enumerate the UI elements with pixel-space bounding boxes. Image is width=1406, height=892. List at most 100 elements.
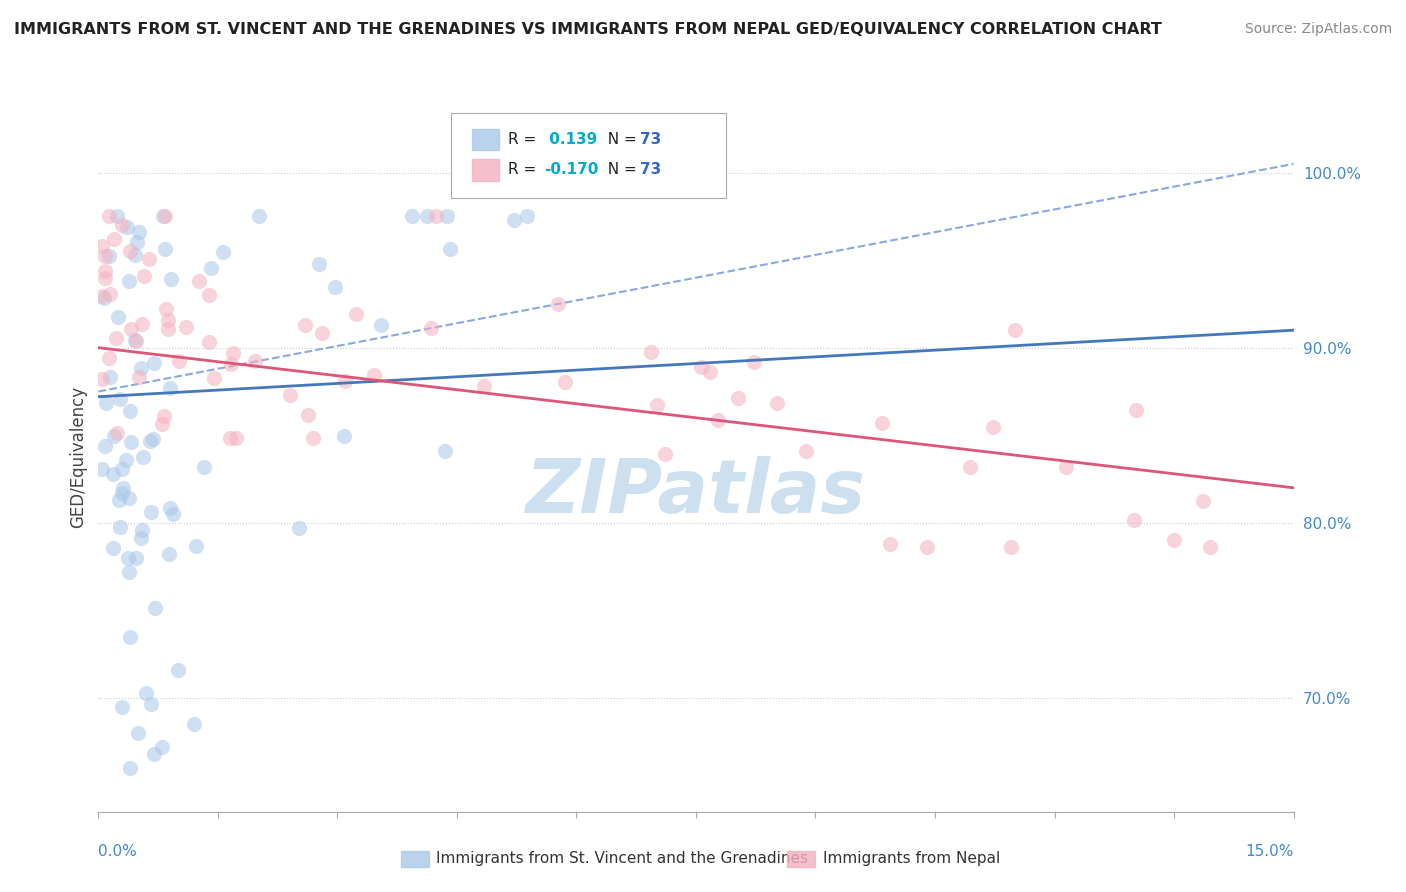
Point xyxy=(129,531,152,545)
Text: N =: N = xyxy=(598,132,641,147)
Point xyxy=(105,425,128,440)
Point xyxy=(128,370,150,384)
Point xyxy=(94,395,117,409)
Point xyxy=(125,551,148,566)
Point xyxy=(155,301,177,316)
Point xyxy=(118,274,141,288)
Point xyxy=(160,271,183,285)
Point xyxy=(1192,494,1215,508)
Point xyxy=(112,481,135,495)
Text: 15.0%: 15.0% xyxy=(1246,844,1294,859)
Y-axis label: GED/Equivalency: GED/Equivalency xyxy=(69,386,87,528)
Point xyxy=(120,404,142,418)
Text: -0.170: -0.170 xyxy=(544,162,599,178)
Text: Source: ZipAtlas.com: Source: ZipAtlas.com xyxy=(1244,22,1392,37)
Point xyxy=(167,353,190,368)
Point xyxy=(107,310,129,324)
Point xyxy=(983,420,1005,434)
Point xyxy=(117,551,139,566)
Point xyxy=(91,239,114,253)
Point xyxy=(333,374,356,388)
Point xyxy=(516,210,538,224)
Point xyxy=(153,210,176,224)
Point xyxy=(699,365,721,379)
Point xyxy=(124,333,146,347)
Point xyxy=(436,210,458,224)
Text: R =: R = xyxy=(509,162,541,178)
Point xyxy=(433,444,456,458)
Point xyxy=(153,409,176,423)
Point xyxy=(135,686,157,700)
Point xyxy=(91,372,114,386)
Point xyxy=(202,370,225,384)
Point xyxy=(111,699,134,714)
Point xyxy=(108,493,131,508)
Point xyxy=(690,360,713,375)
Point xyxy=(288,521,311,535)
Text: 0.139: 0.139 xyxy=(544,132,598,147)
Point xyxy=(94,439,117,453)
FancyBboxPatch shape xyxy=(472,128,499,150)
Point xyxy=(97,351,120,365)
Text: Immigrants from Nepal: Immigrants from Nepal xyxy=(823,852,1000,866)
Point xyxy=(294,318,316,332)
Point xyxy=(120,761,142,775)
FancyBboxPatch shape xyxy=(472,160,499,180)
Point xyxy=(1199,541,1222,555)
Point xyxy=(915,541,938,555)
Point xyxy=(118,630,141,644)
Point xyxy=(132,450,155,464)
Point xyxy=(150,739,173,754)
Point xyxy=(344,307,367,321)
Point xyxy=(222,346,245,360)
Point xyxy=(193,460,215,475)
Point xyxy=(98,286,121,301)
Point xyxy=(143,356,166,370)
Point xyxy=(1054,459,1077,474)
Point xyxy=(1125,403,1147,417)
Point xyxy=(143,600,166,615)
Point xyxy=(225,431,247,445)
Point xyxy=(554,376,576,390)
Point xyxy=(654,447,676,461)
Point xyxy=(120,244,142,259)
Point xyxy=(311,326,333,340)
Point xyxy=(706,413,728,427)
Point xyxy=(129,360,152,375)
Point xyxy=(370,318,392,333)
Point xyxy=(103,429,125,443)
Point xyxy=(765,396,787,410)
Point xyxy=(124,248,146,262)
Point xyxy=(184,540,207,554)
Point xyxy=(879,537,901,551)
Point xyxy=(152,210,174,224)
Point xyxy=(94,271,117,285)
Point xyxy=(139,434,162,448)
Point xyxy=(297,408,319,422)
Point xyxy=(111,218,134,232)
Point xyxy=(120,435,142,450)
Point xyxy=(167,663,190,677)
Point xyxy=(91,289,114,303)
Text: 73: 73 xyxy=(640,132,661,147)
Point xyxy=(188,274,211,288)
Point xyxy=(218,431,240,445)
Point xyxy=(323,280,346,294)
Point xyxy=(98,210,121,224)
Text: 0.0%: 0.0% xyxy=(98,844,138,859)
Point xyxy=(872,416,894,430)
Point xyxy=(153,242,176,256)
Text: R =: R = xyxy=(509,132,541,147)
Point xyxy=(363,368,385,382)
Point xyxy=(150,417,173,431)
Point xyxy=(333,428,356,442)
Point xyxy=(645,398,668,412)
Point xyxy=(243,354,266,368)
Point xyxy=(183,717,205,731)
Point xyxy=(131,318,153,332)
Point xyxy=(111,486,134,500)
Point xyxy=(134,268,156,283)
Point xyxy=(128,225,150,239)
Point xyxy=(157,322,180,336)
Point xyxy=(108,520,131,534)
